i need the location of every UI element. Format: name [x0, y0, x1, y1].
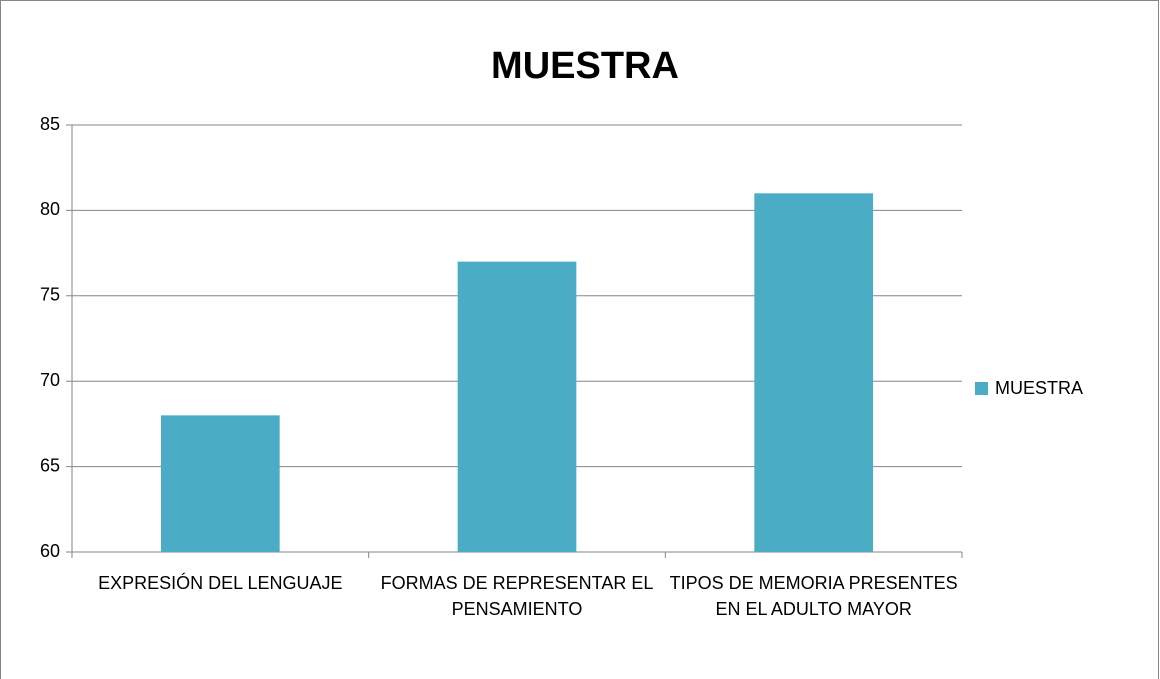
legend-swatch	[975, 382, 988, 395]
y-tick-label: 75	[40, 285, 60, 305]
y-tick-label: 80	[40, 199, 60, 219]
y-tick-label: 85	[40, 114, 60, 134]
y-tick-label: 60	[40, 541, 60, 561]
x-tick-label-box: TIPOS DE MEMORIA PRESENTES EN EL ADULTO …	[669, 573, 958, 619]
x-tick-label-box: EXPRESIÓN DEL LENGUAJE	[98, 573, 343, 593]
x-tick-label: FORMAS DE REPRESENTAR EL PENSAMIENTO	[380, 573, 654, 619]
legend-label: MUESTRA	[995, 378, 1083, 398]
y-tick-label: 65	[40, 455, 60, 475]
chart-title: MUESTRA	[491, 45, 679, 87]
x-tick-label: EXPRESIÓN DEL LENGUAJE	[98, 573, 343, 593]
bar	[754, 193, 873, 552]
bar	[161, 415, 280, 552]
x-tick-label-box: FORMAS DE REPRESENTAR EL PENSAMIENTO	[380, 573, 654, 619]
bar	[457, 261, 577, 552]
x-tick-label: TIPOS DE MEMORIA PRESENTES EN EL ADULTO …	[669, 573, 958, 619]
y-tick-label: 70	[40, 370, 60, 390]
